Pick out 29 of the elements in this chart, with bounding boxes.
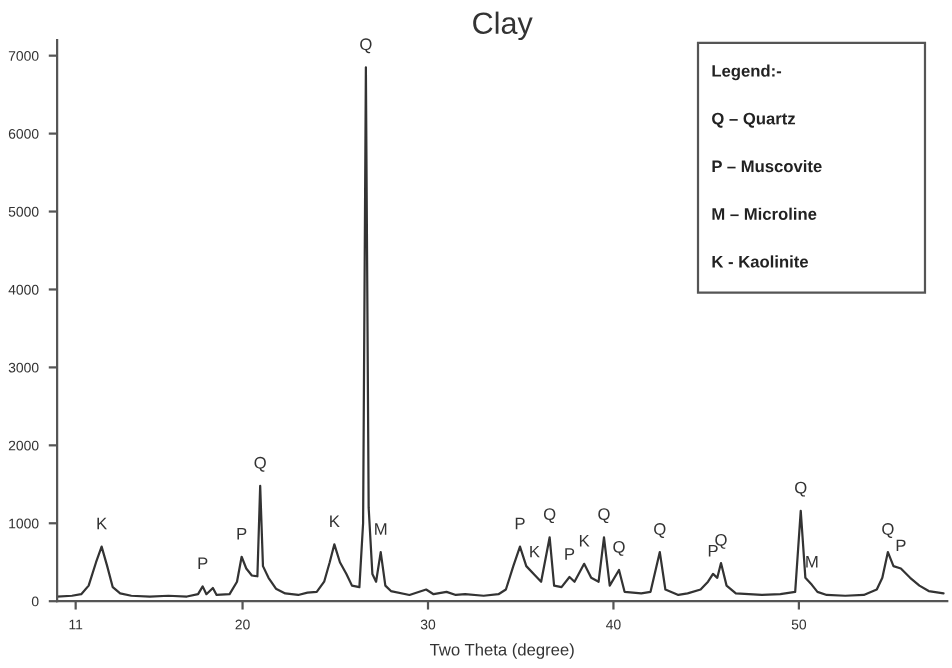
annotation: Q (543, 508, 556, 524)
annotation: P (565, 548, 575, 560)
annotation: M (806, 556, 818, 568)
annotation: M – Microline (712, 207, 817, 220)
annotation: P (198, 557, 208, 570)
annotation: Q (654, 523, 666, 538)
annotation: Legend:- (712, 64, 782, 81)
annotation: P – Muscovite (712, 159, 822, 173)
annotation: Q – Quartz (712, 112, 796, 128)
annotation: Q (795, 481, 807, 497)
chart-title: Clay (473, 11, 533, 41)
line-series (57, 66, 945, 598)
annotation: K (97, 517, 107, 530)
annotation: Q (715, 534, 727, 549)
annotation: Q (360, 38, 372, 54)
annotation: K - Kaolinite (712, 255, 809, 268)
annotation: P (515, 517, 525, 530)
annotation: P (237, 527, 247, 540)
annotation: K (530, 545, 540, 558)
annotation: K (330, 515, 340, 527)
annotation: M (375, 523, 387, 535)
annotation: Q (882, 523, 894, 538)
annotation: Q (598, 508, 610, 524)
x-axis-title: Two Theta (degree) (429, 643, 574, 659)
annotation: P (708, 545, 718, 557)
annotation: P (896, 539, 906, 552)
annotation: Q (613, 541, 625, 556)
annotation: K (579, 534, 590, 547)
annotation: Q (254, 456, 266, 472)
